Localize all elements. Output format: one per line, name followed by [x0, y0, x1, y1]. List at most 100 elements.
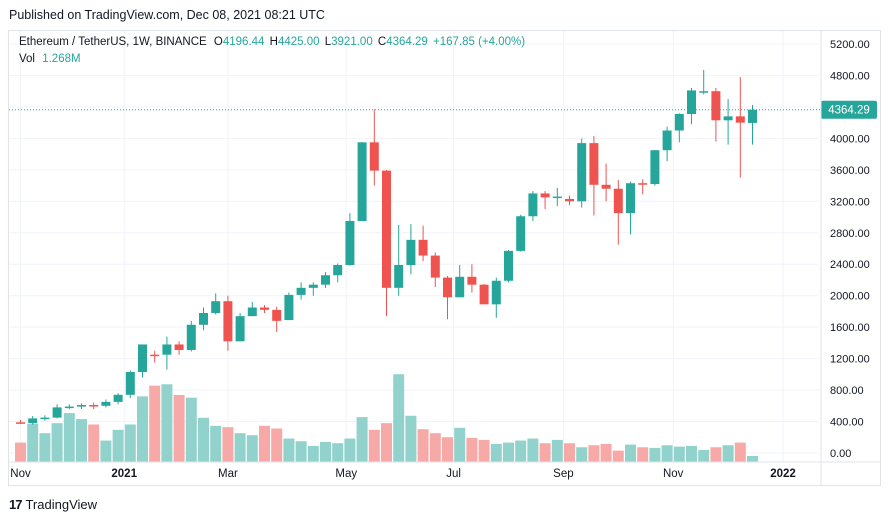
tradingview-logo-text: TradingView	[25, 497, 98, 512]
volume-bar	[210, 425, 222, 462]
candle-body	[382, 170, 391, 288]
chart-frame[interactable]	[8, 30, 881, 486]
candle-body	[174, 344, 184, 350]
candle-body	[687, 90, 696, 115]
last-price-label: 4364.29	[828, 105, 870, 117]
x-tick-label: Nov	[663, 468, 684, 480]
candle-body	[272, 309, 282, 321]
candle-body	[40, 417, 50, 420]
legend-symbol: Ethereum / TetherUS, 1W, BINANCE	[19, 36, 207, 48]
volume-bar	[429, 433, 441, 462]
volume-bar	[405, 415, 417, 462]
candle-body	[394, 265, 404, 288]
volume-bar	[588, 445, 600, 462]
volume-bar	[344, 438, 356, 462]
legend-symbol-row: Ethereum / TetherUS, 1W, BINANCE O4196.4…	[19, 36, 525, 48]
candle-body	[491, 280, 501, 305]
candle-body	[16, 422, 25, 424]
candle-body	[186, 324, 196, 350]
candle-body	[406, 239, 416, 266]
candle-body	[333, 265, 343, 276]
candle-body	[552, 196, 562, 199]
volume-bar	[15, 442, 26, 462]
candle-body	[308, 284, 318, 288]
volume-bar	[466, 437, 478, 462]
candle-body	[467, 276, 477, 285]
candle-body	[711, 91, 721, 121]
candle-body	[113, 394, 123, 402]
candle-body	[662, 130, 672, 151]
volume-bar	[246, 435, 258, 462]
candle-body	[418, 239, 428, 256]
candle-body	[89, 405, 99, 407]
candle-body	[504, 250, 513, 281]
candle-body	[211, 301, 221, 313]
candle-body	[138, 344, 147, 372]
candle-body	[357, 142, 367, 221]
x-tick-label: Mar	[218, 468, 238, 480]
candle-body	[150, 354, 160, 357]
y-tick-label: 5200.00	[830, 39, 870, 51]
candle-body	[565, 198, 574, 202]
volume-bar	[503, 442, 514, 462]
volume-bar	[259, 425, 270, 462]
y-tick-label: 4000.00	[830, 133, 870, 145]
legend-open-value: 4196.44	[222, 36, 265, 48]
volume-bar	[454, 427, 466, 462]
candle-body	[443, 277, 452, 298]
candle-body	[101, 401, 111, 406]
volume-bar	[600, 443, 612, 462]
x-axis: Nov 2021 Mar May Jul Sep Nov 2022	[9, 461, 881, 480]
volume-bar	[539, 443, 551, 462]
candle-body	[345, 220, 355, 266]
y-tick-label: 1200.00	[830, 354, 870, 366]
volume-bar	[307, 445, 319, 462]
volume-bar	[576, 447, 588, 462]
candle-body	[589, 143, 599, 185]
y-tick-label: 800.00	[830, 385, 864, 397]
last-price-badge	[821, 100, 877, 119]
volume-bar	[625, 444, 636, 462]
volume-bar	[185, 397, 197, 462]
legend-volume-row: Vol 1.268M	[19, 53, 81, 65]
volume-bar	[673, 446, 685, 462]
candle-body	[235, 316, 245, 342]
candle-body	[723, 116, 733, 121]
x-tick-label: May	[335, 468, 357, 480]
candle-body	[64, 406, 74, 409]
candle-body	[699, 91, 709, 93]
candle-body	[577, 143, 587, 202]
volume-bar	[417, 429, 429, 462]
volume-bar	[100, 440, 112, 462]
x-tick-label: Nov	[10, 468, 31, 480]
x-tick-label: 2022	[770, 468, 796, 480]
volume-bar	[734, 442, 746, 462]
candle-body	[28, 418, 38, 424]
volume-bar	[747, 455, 758, 462]
volume-bar	[490, 443, 502, 462]
y-tick-label: 0.00	[830, 448, 851, 460]
volume-bar	[320, 441, 331, 462]
grid	[9, 31, 818, 462]
candles	[16, 69, 757, 425]
candle-body	[748, 109, 757, 123]
legend-vol-value: 1.268M	[42, 53, 81, 65]
volume-bar	[393, 374, 405, 462]
legend-low-value: 3921.00	[331, 36, 373, 48]
legend-high-value: 4425.00	[277, 36, 320, 48]
volume-bar	[295, 441, 307, 462]
legend-close-label: C	[377, 36, 387, 48]
volume-bar	[39, 433, 51, 462]
last-price-line: 4364.29	[9, 100, 877, 119]
volume-bar	[27, 423, 39, 462]
volume-bar	[722, 445, 734, 462]
volume-bar	[698, 449, 710, 462]
volume-bar	[234, 433, 246, 462]
x-tick-label: Jul	[446, 468, 461, 480]
volume-bar	[63, 413, 75, 462]
volume-bar	[112, 429, 124, 462]
y-tick-label: 4800.00	[830, 70, 870, 82]
tradingview-logo[interactable]: 17 TradingView	[9, 497, 97, 512]
candle-body	[650, 150, 660, 185]
